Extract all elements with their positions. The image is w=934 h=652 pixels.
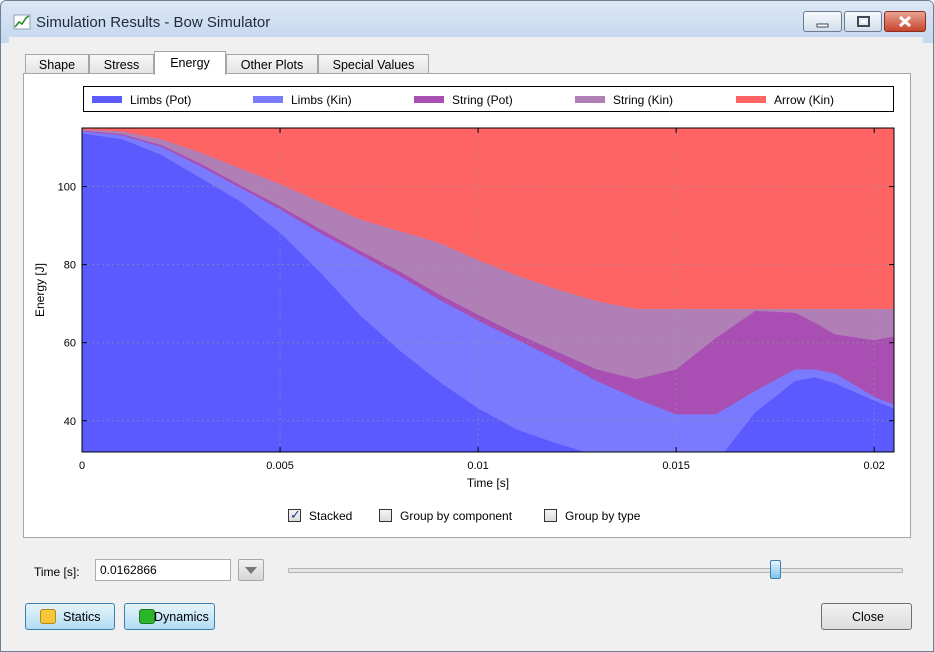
tab-shape[interactable]: Shape [25,54,89,74]
tab-other-plots[interactable]: Other Plots [226,54,318,74]
checkbox-label: Group by type [565,509,641,523]
close-button[interactable]: Close [821,603,912,630]
checkbox-label: Stacked [309,509,353,523]
x-tick-label: 0.015 [662,460,690,472]
tab-stress[interactable]: Stress [89,54,154,74]
time-input[interactable] [95,559,231,581]
energy-chart[interactable]: 0 0.005 0.01 0.015 0.02 40 60 80 100 Time [s] Ener… [24,74,910,504]
legend-label: String (Kin) [613,93,674,107]
window-title: Simulation Results - Bow Simulator [36,14,271,31]
y-tick-label: 60 [64,338,76,350]
legend-swatch [736,96,766,103]
legend-label: Limbs (Kin) [291,93,352,107]
legend-swatch [575,96,605,103]
minimize-icon [816,23,829,28]
dynamics-button[interactable]: Dynamics [124,603,215,630]
time-slider-thumb[interactable] [769,560,781,579]
legend-label: Limbs (Pot) [130,93,192,107]
y-axis-label: Energy [J] [33,263,47,317]
checkbox-box[interactable] [379,509,392,522]
y-tick-label: 40 [64,416,76,428]
close-window-button[interactable] [884,11,926,32]
x-tick-label: 0.02 [863,460,884,472]
plot-area [82,128,894,452]
restore-button[interactable] [844,11,882,32]
y-tick-label: 80 [64,260,76,272]
tab-special-values[interactable]: Special Values [318,54,429,74]
title-bar[interactable]: Simulation Results - Bow Simulator [1,1,933,43]
legend-label: String (Pot) [452,93,513,107]
x-axis-label: Time [s] [467,476,509,490]
time-dropdown-button[interactable] [238,559,264,581]
legend-swatch [253,96,283,103]
restore-icon [857,16,870,27]
energy-tab-panel: Limbs (Pot) Limbs (Kin) String (Pot) Str… [23,73,911,538]
tab-energy[interactable]: Energy [154,51,226,75]
close-icon [898,15,912,28]
x-tick-label: 0 [79,460,85,472]
statics-button-label: Statics [63,610,101,624]
dynamics-button-label: Dynamics [154,610,209,624]
x-tick-label: 0.005 [266,460,294,472]
dynamics-icon [139,609,155,624]
checkbox-label: Group by component [400,509,513,523]
legend-swatch [414,96,444,103]
chart-legend: Limbs (Pot) Limbs (Kin) String (Pot) Str… [83,86,894,112]
chart-line-icon [13,14,31,30]
plot-options: Stacked Group by component Group by type [24,507,910,528]
close-button-label: Close [852,610,884,624]
client-area: Shape Stress Energy Other Plots Special … [9,37,923,641]
plot-frame [81,127,895,453]
legend-label: Arrow (Kin) [774,93,835,107]
time-label: Time [s]: [34,565,80,579]
time-slider-track[interactable] [288,568,903,573]
checkbox-box[interactable] [544,509,557,522]
x-tick-label: 0.01 [467,460,488,472]
legend-swatch [92,96,122,103]
statics-button[interactable]: Statics [25,603,115,630]
area-series-limbs-pot [82,133,894,452]
chevron-down-icon [245,567,257,574]
y-tick-label: 100 [58,182,76,194]
checkbox-box[interactable] [288,507,301,523]
statics-icon [40,609,56,624]
minimize-button[interactable] [803,11,842,32]
